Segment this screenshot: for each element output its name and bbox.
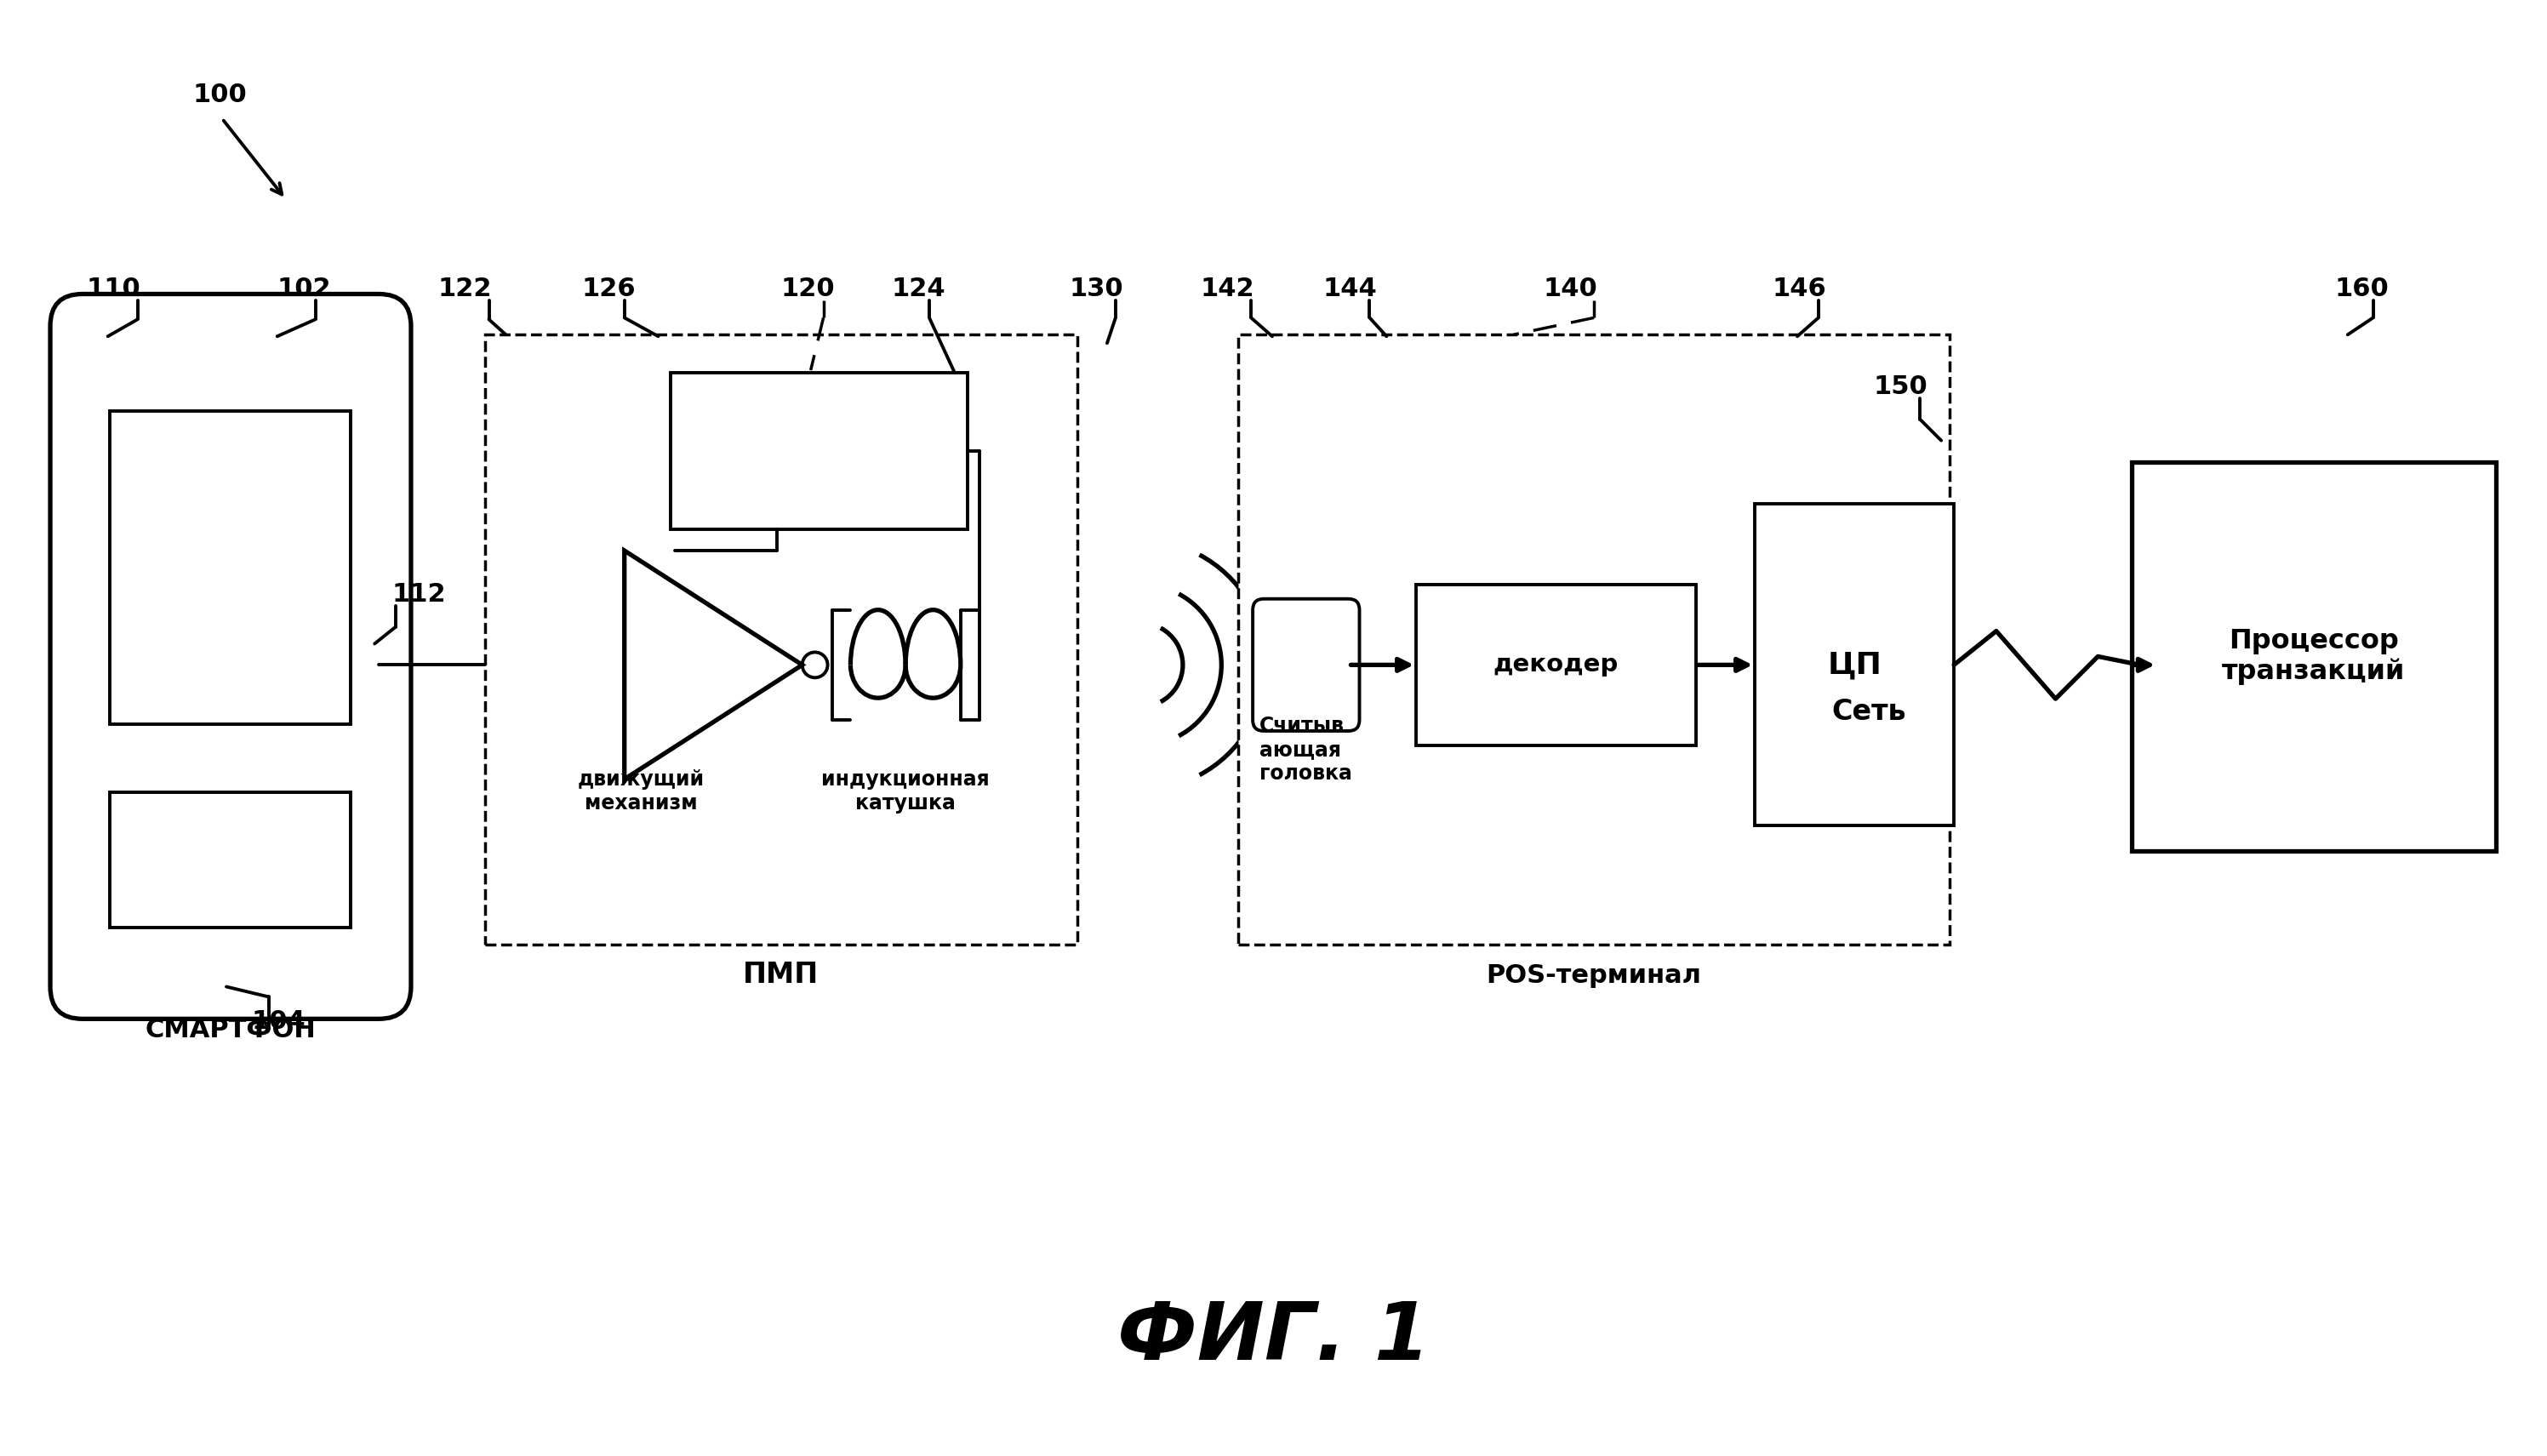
Bar bbox=[1755, 504, 1954, 826]
Text: Считыв
ающая
головка: Считыв ающая головка bbox=[1261, 716, 1352, 783]
Text: 120: 120 bbox=[782, 277, 835, 301]
Text: Сеть: Сеть bbox=[1831, 697, 1908, 727]
Text: 144: 144 bbox=[1322, 277, 1378, 301]
Text: индукционная
катушка: индукционная катушка bbox=[820, 769, 991, 812]
Text: ПМП: ПМП bbox=[744, 961, 820, 989]
Text: 146: 146 bbox=[1773, 277, 1826, 301]
Text: 102: 102 bbox=[278, 277, 331, 301]
Text: 150: 150 bbox=[1875, 374, 1928, 399]
Text: ЦП: ЦП bbox=[1826, 651, 1882, 680]
Bar bbox=[670, 373, 968, 530]
Text: 110: 110 bbox=[87, 277, 140, 301]
FancyBboxPatch shape bbox=[51, 294, 410, 1019]
Bar bbox=[110, 792, 351, 927]
Text: 104: 104 bbox=[252, 1009, 306, 1034]
Text: 122: 122 bbox=[438, 277, 492, 301]
Text: движущий
механизм: движущий механизм bbox=[578, 769, 706, 812]
Text: 112: 112 bbox=[392, 582, 446, 607]
Text: 142: 142 bbox=[1200, 277, 1253, 301]
Text: POS-терминал: POS-терминал bbox=[1487, 962, 1701, 987]
Text: 124: 124 bbox=[891, 277, 945, 301]
Text: 140: 140 bbox=[1543, 277, 1597, 301]
Bar bbox=[1238, 335, 1948, 945]
FancyBboxPatch shape bbox=[1253, 598, 1360, 731]
Text: 130: 130 bbox=[1070, 277, 1123, 301]
Text: декодер: декодер bbox=[1493, 652, 1617, 677]
Text: 160: 160 bbox=[2336, 277, 2389, 301]
Bar bbox=[1416, 584, 1696, 745]
Text: СМАРТФОН: СМАРТФОН bbox=[145, 1018, 316, 1042]
Text: 126: 126 bbox=[583, 277, 637, 301]
Text: ФИГ. 1: ФИГ. 1 bbox=[1118, 1299, 1429, 1377]
Bar bbox=[2132, 462, 2496, 852]
Text: Процессор
транзакций: Процессор транзакций bbox=[2221, 628, 2404, 686]
Bar bbox=[110, 411, 351, 724]
Text: 100: 100 bbox=[194, 82, 247, 106]
Bar bbox=[484, 335, 1077, 945]
